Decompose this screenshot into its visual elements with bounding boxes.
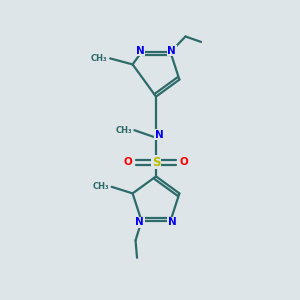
Text: CH₃: CH₃ (93, 182, 109, 191)
Text: N: N (135, 217, 144, 227)
Text: CH₃: CH₃ (91, 54, 108, 63)
Text: N: N (167, 46, 176, 56)
Text: S: S (152, 156, 160, 169)
Text: CH₃: CH₃ (116, 126, 132, 135)
Text: O: O (179, 157, 188, 167)
Text: O: O (124, 157, 133, 167)
Text: N: N (154, 130, 164, 140)
Text: N: N (136, 46, 145, 56)
Text: N: N (168, 217, 177, 227)
